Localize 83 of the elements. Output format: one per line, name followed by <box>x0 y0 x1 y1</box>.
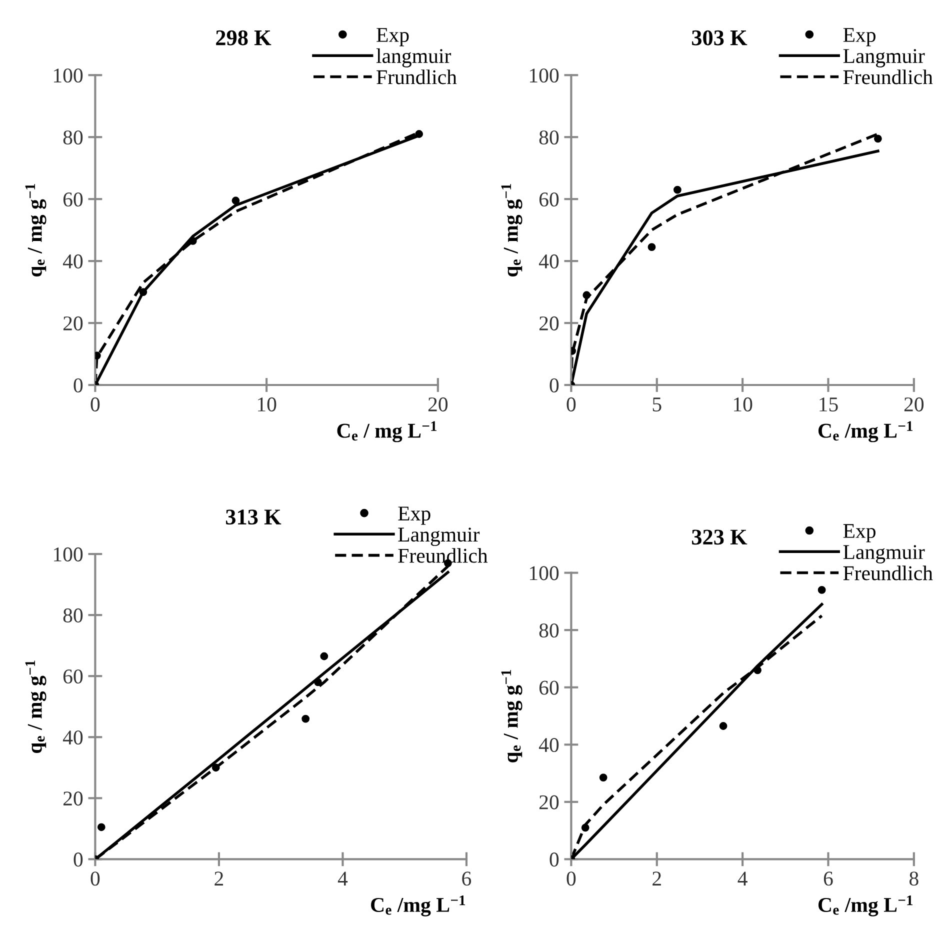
chart-title: 313 K <box>226 510 282 525</box>
legend-label: Exp <box>398 506 430 525</box>
x-tick-label: 2 <box>214 872 224 886</box>
x-tick-label: 6 <box>462 872 472 886</box>
legend-label: Freundlich <box>843 70 933 84</box>
legend-label: Exp <box>843 524 876 542</box>
y-tick-label: 40 <box>62 730 83 745</box>
x-tick-label: 4 <box>338 872 348 886</box>
x-tick-label: 20 <box>428 397 448 412</box>
x-tick-label: 0 <box>566 397 576 412</box>
point <box>97 823 106 832</box>
y-tick-label: 100 <box>530 566 559 580</box>
y-tick-label: 20 <box>63 316 83 330</box>
y-tick-label: 80 <box>539 623 559 638</box>
chart-title: 303 K <box>692 30 748 46</box>
y-axis-title: q$_{e}$ / mg g$^{−1}$ <box>501 184 522 276</box>
legend-label: Langmuir <box>843 545 925 564</box>
x-axis-title: C$_{e}$ / mg L$^{−1}$ <box>337 421 437 442</box>
y-tick-label: 80 <box>63 608 83 622</box>
y-tick-label: 60 <box>539 680 559 695</box>
x-tick-label: 2 <box>652 872 661 886</box>
legend-label: langmuir <box>376 48 452 68</box>
point <box>874 134 882 143</box>
y-axis-title: q$_{e}$ / mg g$^{−1}$ <box>501 670 522 762</box>
y-tick-label: 100 <box>530 68 559 83</box>
y-tick-label: 80 <box>539 130 559 145</box>
x-axis-title: C$_{e}$ /mg L$^{−1}$ <box>818 895 913 916</box>
y-tick-label: 0 <box>550 852 559 867</box>
legend-label: Freundlich <box>398 548 488 563</box>
point <box>212 764 220 772</box>
point <box>719 722 728 730</box>
point <box>232 196 240 205</box>
y-tick-label: 0 <box>74 378 83 392</box>
point <box>139 288 148 296</box>
y-tick-label: 0 <box>550 378 559 392</box>
point <box>415 130 424 138</box>
point <box>648 243 656 252</box>
point <box>754 666 762 674</box>
y-tick-label: 80 <box>63 130 83 145</box>
point <box>314 678 322 686</box>
x-tick-label: 8 <box>910 872 918 886</box>
x-tick-label: 15 <box>820 398 838 412</box>
x-axis-title: C$_{e}$ /mg L$^{−1}$ <box>818 421 913 442</box>
point <box>582 291 591 300</box>
x-axis-title: C$_{e}$ /mg L$^{−1}$ <box>371 895 466 916</box>
chart-title: 323 K <box>692 530 748 545</box>
y-tick-label: 40 <box>62 254 83 268</box>
point <box>320 652 328 660</box>
x-tick-label: 0 <box>90 397 100 412</box>
legend-label: Exp <box>843 28 876 46</box>
point <box>581 824 590 832</box>
y-tick-label: 20 <box>539 795 559 810</box>
x-tick-label: 5 <box>652 398 662 412</box>
y-tick-label: 20 <box>63 792 83 806</box>
y-tick-label: 40 <box>538 738 559 752</box>
y-axis-title: q$_{e}$ / mg g$^{−1}$ <box>25 184 46 276</box>
chart-title: 298 K <box>216 30 272 46</box>
x-tick-label: 6 <box>824 872 833 886</box>
legend-label: Frundlich <box>376 70 457 84</box>
x-tick-label: 4 <box>738 872 748 886</box>
legend-label: Langmuir <box>843 49 925 68</box>
y-axis-title: q$_{e}$ / mg g$^{−1}$ <box>25 660 46 754</box>
y-tick-label: 100 <box>54 68 83 83</box>
legend-label: Freundlich <box>843 566 933 580</box>
x-tick-label: 0 <box>90 872 100 886</box>
x-tick-label: 10 <box>734 397 752 412</box>
point <box>673 186 682 194</box>
legend-label: Langmuir <box>398 528 480 546</box>
x-tick-label: 10 <box>258 397 276 412</box>
legend-label: Exp <box>376 28 409 46</box>
y-tick-label: 60 <box>63 669 83 684</box>
y-tick-label: 0 <box>74 852 83 867</box>
y-tick-label: 60 <box>63 192 83 206</box>
point <box>302 714 310 723</box>
x-tick-label: 20 <box>904 397 924 412</box>
y-tick-label: 40 <box>538 254 559 268</box>
point <box>188 236 197 245</box>
x-tick-label: 0 <box>566 872 576 886</box>
y-tick-label: 100 <box>54 547 83 562</box>
point <box>599 774 608 782</box>
y-tick-label: 60 <box>539 192 559 206</box>
y-tick-label: 20 <box>539 316 559 330</box>
point <box>818 586 826 594</box>
